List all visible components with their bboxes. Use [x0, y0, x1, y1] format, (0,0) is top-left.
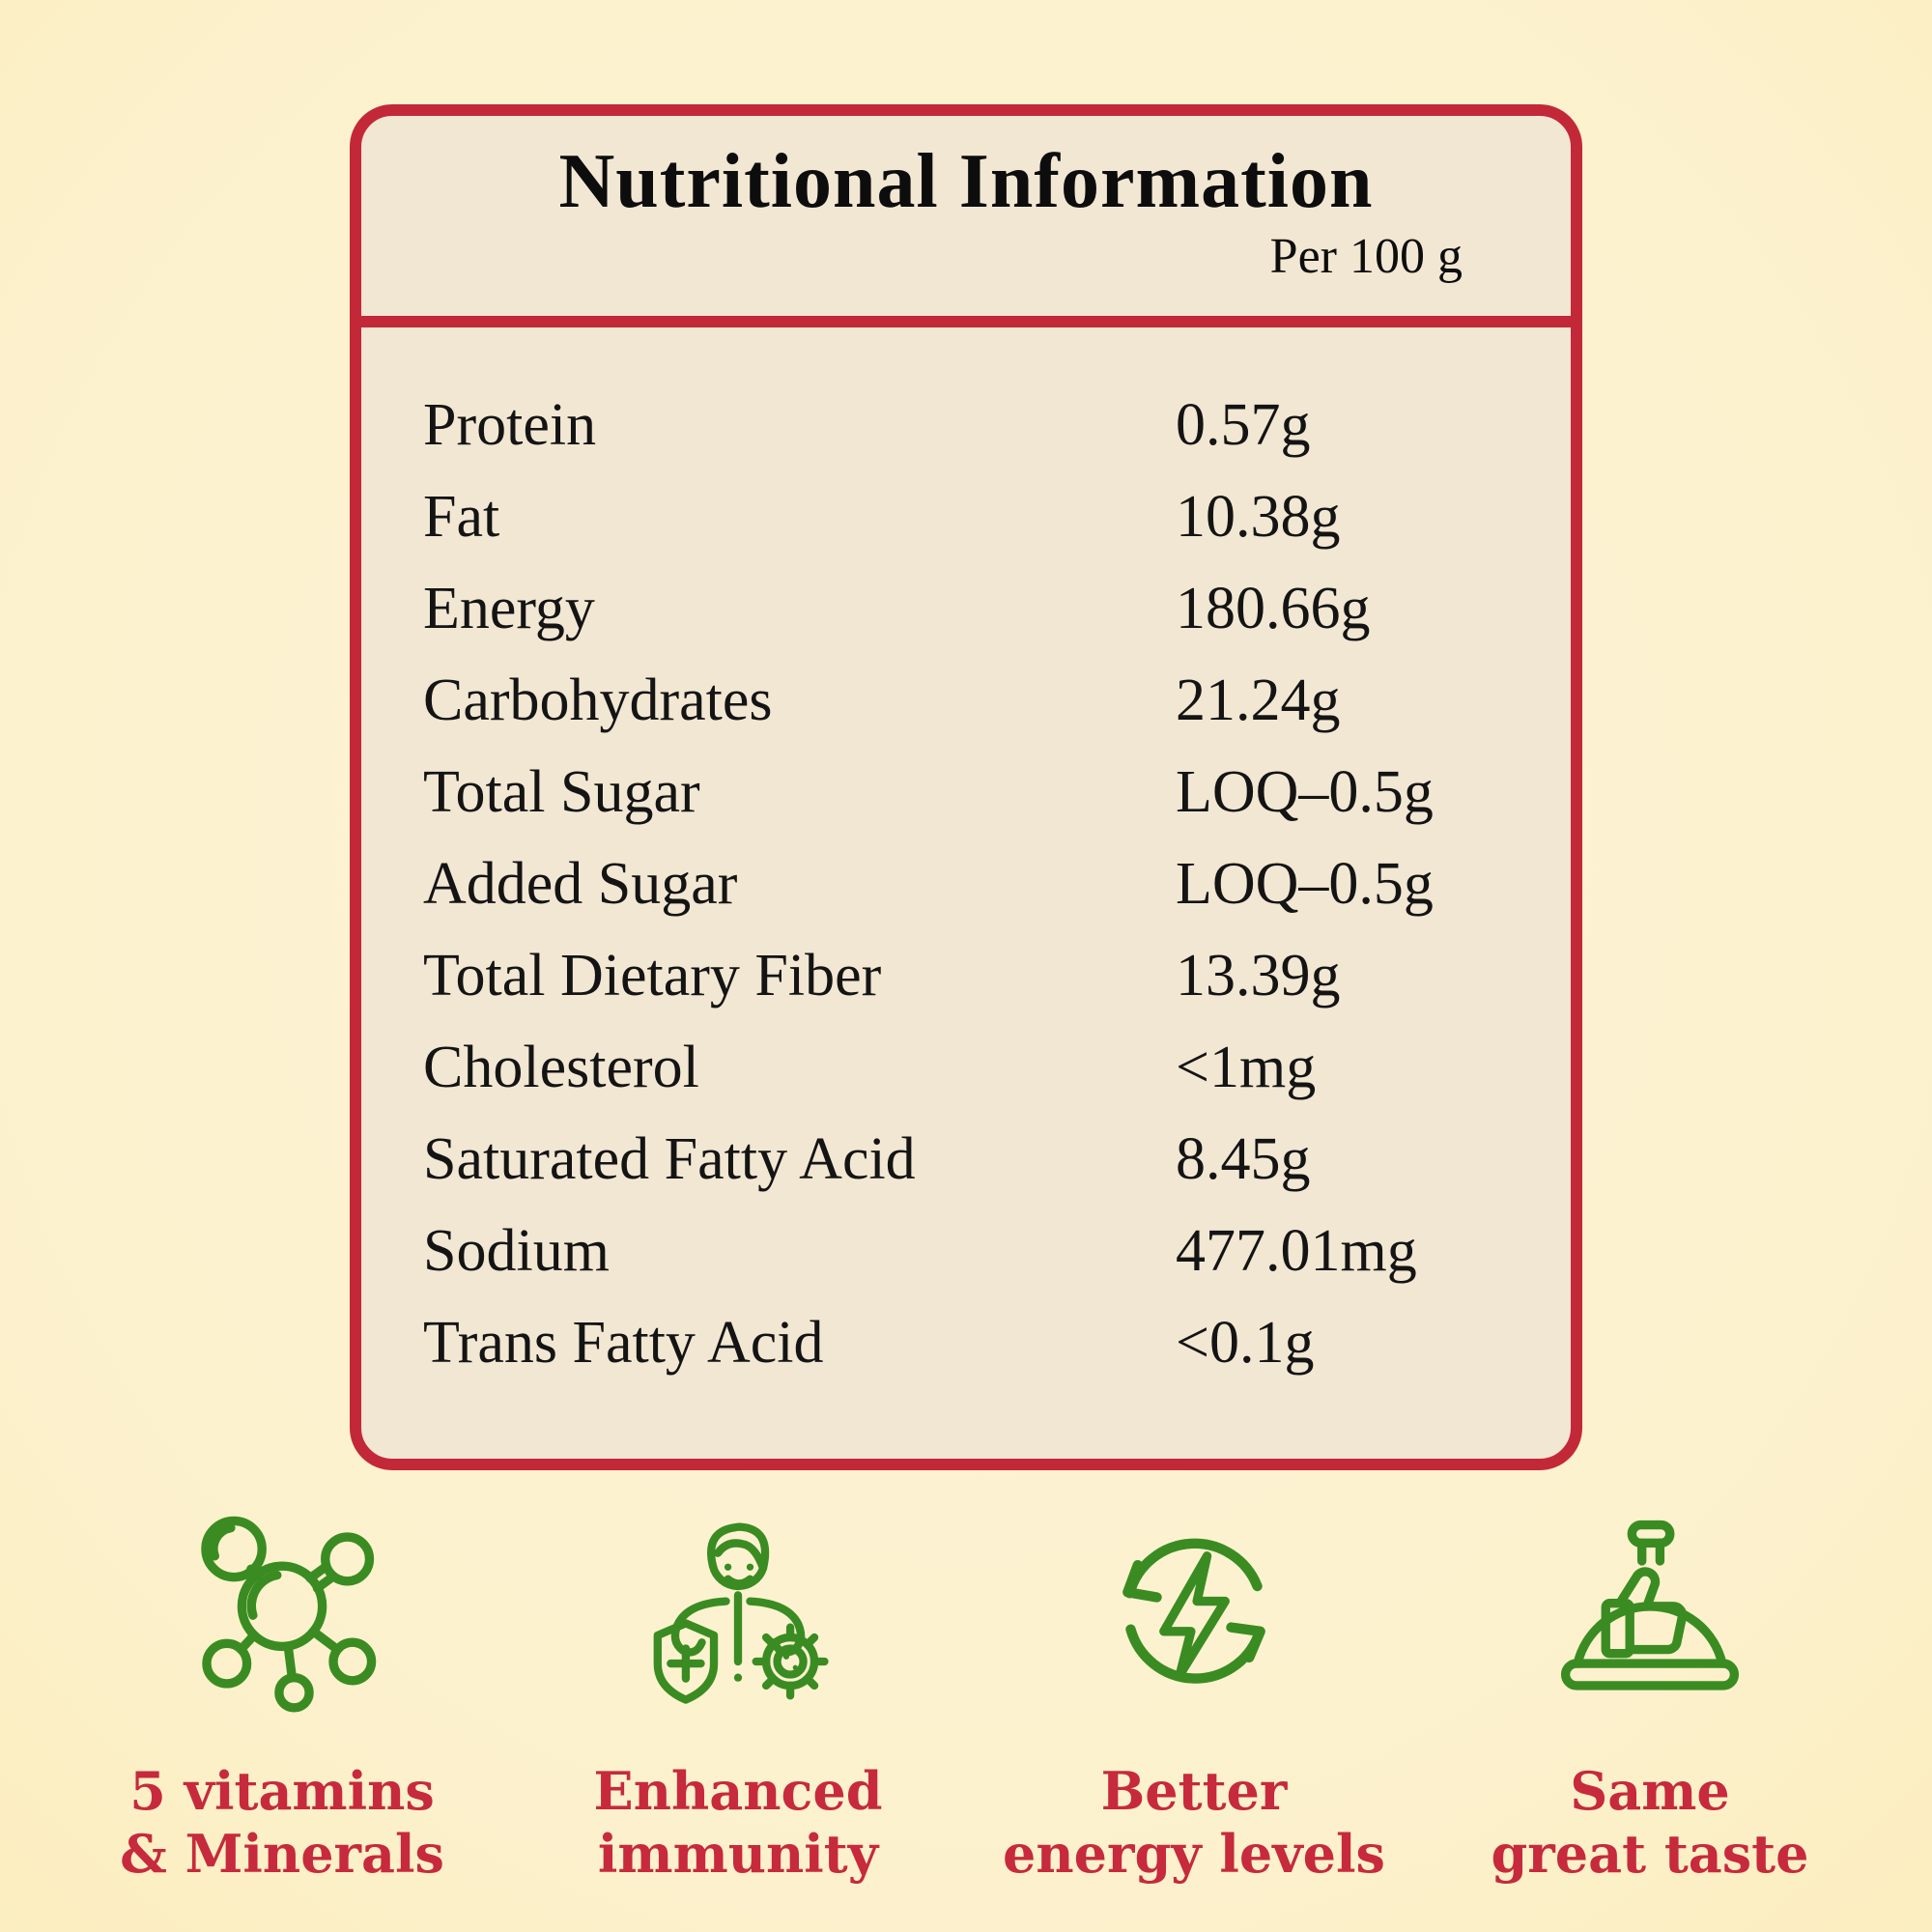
nutrient-label: Total Sugar — [423, 759, 700, 825]
header-divider — [361, 316, 1571, 327]
nutrient-row: Protein 0.57g — [423, 380, 1532, 471]
nutrient-value: LOQ–0.5g — [1176, 759, 1434, 825]
nutrient-row: Saturated Fatty Acid 8.45g — [423, 1114, 1532, 1206]
feature-caption: Better energy levels — [1003, 1760, 1385, 1886]
panel-title: Nutritional Information — [558, 139, 1374, 224]
nutrient-label: Added Sugar — [423, 851, 738, 917]
nutrient-label: Energy — [423, 576, 595, 641]
caption-line-2: great taste — [1491, 1822, 1809, 1885]
nutrient-row: Energy 180.66g — [423, 563, 1532, 655]
nutrient-row: Fat 10.38g — [423, 471, 1532, 563]
feature-caption: Same great taste — [1492, 1760, 1809, 1886]
nutrient-row: Total Dietary Fiber 13.39g — [423, 930, 1532, 1022]
feature-immunity: Enhanced immunity — [510, 1509, 966, 1886]
nutrient-label: Saturated Fatty Acid — [423, 1126, 916, 1192]
nutrient-value: 0.57g — [1176, 392, 1311, 458]
feature-caption: Enhanced immunity — [594, 1760, 883, 1886]
serving-size-label: Per 100 g — [1269, 229, 1463, 284]
taste-cloche-icon — [1560, 1520, 1740, 1690]
caption-line-2: & Minerals — [120, 1822, 444, 1885]
features-row: 5 vitamins & Minerals — [54, 1509, 1878, 1886]
nutrient-row: Carbohydrates 21.24g — [423, 655, 1532, 747]
nutrient-row: Sodium 477.01mg — [423, 1206, 1532, 1297]
nutrient-label: Trans Fatty Acid — [423, 1310, 824, 1376]
nutrient-value: 8.45g — [1176, 1126, 1311, 1192]
caption-line-1: 5 vitamins — [129, 1760, 435, 1822]
feature-vitamins: 5 vitamins & Minerals — [54, 1509, 510, 1886]
feature-energy: Better energy levels — [966, 1509, 1422, 1886]
nutrient-value: 180.66g — [1176, 576, 1371, 641]
nutrient-row: Added Sugar LOQ–0.5g — [423, 838, 1532, 930]
caption-line-1: Same — [1570, 1760, 1730, 1822]
caption-line-2: energy levels — [1003, 1822, 1385, 1885]
nutrient-label: Carbohydrates — [423, 668, 773, 733]
nutrient-label: Protein — [423, 392, 597, 458]
nutrient-value: 13.39g — [1176, 943, 1341, 1009]
nutrient-row: Total Sugar LOQ–0.5g — [423, 747, 1532, 838]
energy-cycle-icon — [1122, 1538, 1265, 1684]
nutrient-row: Cholesterol <1mg — [423, 1022, 1532, 1114]
nutrient-label: Total Dietary Fiber — [423, 943, 882, 1009]
nutrient-value: LOQ–0.5g — [1176, 851, 1434, 917]
nutrient-label: Cholesterol — [423, 1035, 699, 1100]
immunity-icon — [653, 1522, 829, 1704]
nutrient-row: Trans Fatty Acid <0.1g — [423, 1297, 1532, 1389]
nutrient-value: <1mg — [1176, 1035, 1317, 1100]
feature-caption: 5 vitamins & Minerals — [120, 1760, 444, 1886]
caption-line-2: immunity — [597, 1822, 879, 1885]
nutrient-label: Sodium — [423, 1218, 610, 1284]
molecule-icon — [201, 1516, 377, 1713]
nutrient-table: Protein 0.57g Fat 10.38g Energy 180.66g Car… — [361, 327, 1571, 1389]
nutrient-value: <0.1g — [1176, 1310, 1315, 1376]
nutrition-panel: Nutritional Information Per 100 g Protei… — [350, 104, 1582, 1470]
nutrient-value: 10.38g — [1176, 484, 1341, 550]
nutrient-value: 21.24g — [1176, 668, 1341, 733]
feature-taste: Same great taste — [1422, 1509, 1878, 1886]
caption-line-1: Better — [1100, 1760, 1288, 1822]
caption-line-1: Enhanced — [593, 1760, 883, 1822]
nutrient-label: Fat — [423, 484, 500, 550]
nutrient-value: 477.01mg — [1176, 1218, 1417, 1284]
